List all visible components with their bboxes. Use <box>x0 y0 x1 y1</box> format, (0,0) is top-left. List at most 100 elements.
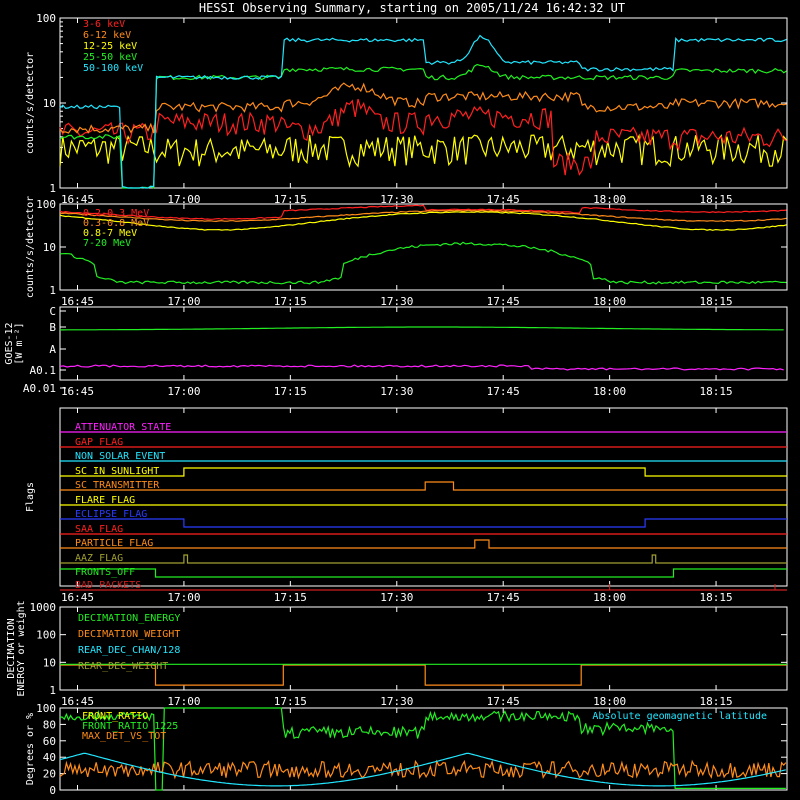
y-tick-label: A <box>49 343 56 356</box>
x-tick-label: 18:00 <box>593 193 626 206</box>
y-tick-label: 100 <box>36 629 56 642</box>
flag-label: PARTICLE_FLAG <box>75 538 153 549</box>
y-tick-label: C <box>49 305 56 318</box>
flag-label: FLARE_FLAG <box>75 495 135 506</box>
y-tick-label: 10 <box>43 241 56 254</box>
legend-entry: DECIMATION_ENERGY <box>78 613 180 624</box>
legend-entry: 0.3-0.8 MeV <box>83 218 149 229</box>
y-tick-label: 1 <box>49 684 56 697</box>
y-tick-label: 10 <box>43 97 56 110</box>
x-tick-label: 17:00 <box>167 695 200 708</box>
x-tick-label: 18:15 <box>699 591 732 604</box>
legend-entry: 12-25 keV <box>83 41 137 52</box>
series-goes-short <box>59 364 784 371</box>
panel-frame <box>59 707 788 791</box>
series-0.8-7MeV <box>59 211 787 231</box>
flag-line <box>60 539 787 549</box>
x-tick-label: 18:00 <box>593 695 626 708</box>
x-tick-label: 16:45 <box>61 193 94 206</box>
y-tick-label: 0 <box>49 784 56 797</box>
x-tick-label: 17:45 <box>487 295 520 308</box>
series-50-100keV <box>59 34 787 189</box>
legend-entry: FRONT_RATIO <box>82 711 148 722</box>
x-tick-label: 17:30 <box>380 295 413 308</box>
y-tick-label: 1000 <box>30 601 57 614</box>
legend-entry: Absolute geomagnetic latitude <box>592 711 767 722</box>
legend-entry: 0.8-7 MeV <box>83 228 137 239</box>
flag-line <box>60 467 787 477</box>
flag-line <box>60 568 787 578</box>
series-12-25keV <box>59 133 787 169</box>
flag-label: BAD_PACKETS <box>75 580 141 591</box>
flag-label: ECLIPSE_FLAG <box>75 509 147 520</box>
legend-entry: 6-12 keV <box>83 30 131 41</box>
y-tick-label: 100 <box>36 198 56 211</box>
y-tick-label: 100 <box>36 12 56 25</box>
flag-label: SAA_FLAG <box>75 524 123 535</box>
legend-entry: FRONT_RATIO_1225 <box>82 721 178 732</box>
y-axis-label: Flags <box>25 482 36 512</box>
y-axis-label: GOES-12 <box>4 322 15 364</box>
x-tick-label: 18:00 <box>593 385 626 398</box>
legend-entry: 3-6 keV <box>83 19 125 30</box>
x-tick-label: 17:45 <box>487 591 520 604</box>
flag-label: ATTENUATOR_STATE <box>75 422 171 433</box>
y-tick-label: B <box>49 321 56 334</box>
chart-title: HESSI Observing Summary, starting on 200… <box>199 1 625 15</box>
y-tick-label: 40 <box>43 751 56 764</box>
legend-entry: 7-20 MeV <box>83 238 131 249</box>
x-tick-label: 17:15 <box>274 385 307 398</box>
legend-entry: DECIMATION_WEIGHT <box>78 629 180 640</box>
flag-line <box>60 554 787 564</box>
y-tick-label: 20 <box>43 768 56 781</box>
panel-3: 16:45 17:00 17:15 17:30 17:45 18:00 18:15 GOES-… <box>4 305 788 398</box>
series-0.3-0.8MeV <box>59 209 787 223</box>
panel-2: 16:45 17:00 17:15 17:30 17:45 18:00 18:15 count… <box>25 196 788 308</box>
series-25-50keV <box>59 63 787 190</box>
legend-entry: REAR_DEC_CHAN/128 <box>78 645 180 656</box>
panel-frame <box>59 407 788 587</box>
series-3-6keV <box>59 98 787 176</box>
x-tick-label: 17:00 <box>167 193 200 206</box>
x-tick-label: 17:00 <box>167 385 200 398</box>
series-goes-long <box>60 326 784 331</box>
x-tick-label: 17:15 <box>274 695 307 708</box>
legend-entry: 25-50 keV <box>83 52 137 63</box>
series-decimation-weight <box>60 664 787 686</box>
panel-frame <box>59 306 788 381</box>
y-axis-label-2: [W m⁻²] <box>14 322 25 364</box>
legend-entry: REAR_DEC_WEIGHT <box>78 661 168 672</box>
legend-entry: 50-100 keV <box>83 63 143 74</box>
panel-4: 16:45 17:00 17:15 17:30 17:45 18:00 18:15 Flags… <box>25 407 788 604</box>
flag-line <box>60 518 787 528</box>
flag-label: FRONTS_OFF <box>75 567 135 578</box>
panel-6: Degrees or % 0 20 40 60 80 100 FRONT_RATIOFRONT… <box>25 702 788 797</box>
series-max-det-vs-tot <box>59 759 787 780</box>
x-tick-label: 17:00 <box>167 591 200 604</box>
y-tick-label: 60 <box>43 735 56 748</box>
x-tick-label: 17:45 <box>487 695 520 708</box>
series-geomagnetic-latitude <box>59 752 786 787</box>
x-tick-label: 16:45 <box>61 591 94 604</box>
x-tick-label: 16:45 <box>61 385 94 398</box>
x-tick-label: 17:30 <box>380 591 413 604</box>
x-tick-label: 18:15 <box>699 695 732 708</box>
flag-label: SC_TRANSMITTER <box>75 480 160 491</box>
x-tick-label: 17:45 <box>487 385 520 398</box>
y-tick-label: 1 <box>49 284 56 297</box>
panel-5: 16:45 17:00 17:15 17:30 17:45 18:00 18:15 DECIM… <box>6 600 788 708</box>
y-tick-label: 80 <box>43 718 56 731</box>
x-tick-label: 17:30 <box>380 695 413 708</box>
x-tick-label: 18:15 <box>699 295 732 308</box>
x-tick-label: 17:15 <box>274 591 307 604</box>
legend-entry: MAX_DET_VS_TOT <box>82 731 166 742</box>
y-axis-label: DECIMATION <box>6 618 17 678</box>
flag-label: GAP_FLAG <box>75 437 123 448</box>
x-tick-label: 18:00 <box>593 295 626 308</box>
legend-entry: 0.2-0.3 MeV <box>83 208 149 219</box>
y-tick-label: 100 <box>36 702 56 715</box>
y-tick-label: 10 <box>43 656 56 669</box>
x-tick-label: 18:15 <box>699 193 732 206</box>
series-front-ratio-1225 <box>59 707 786 791</box>
y-axis-label-2: ENERGY or weight <box>16 600 27 696</box>
